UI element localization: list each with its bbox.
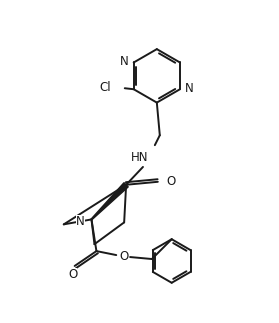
Text: N: N bbox=[120, 55, 129, 68]
Text: N: N bbox=[185, 82, 194, 95]
Text: N: N bbox=[76, 215, 85, 228]
Text: O: O bbox=[68, 268, 77, 281]
Text: Cl: Cl bbox=[99, 81, 111, 94]
Polygon shape bbox=[91, 183, 128, 220]
Text: HN: HN bbox=[130, 151, 148, 163]
Text: O: O bbox=[119, 250, 129, 263]
Text: O: O bbox=[167, 175, 176, 188]
